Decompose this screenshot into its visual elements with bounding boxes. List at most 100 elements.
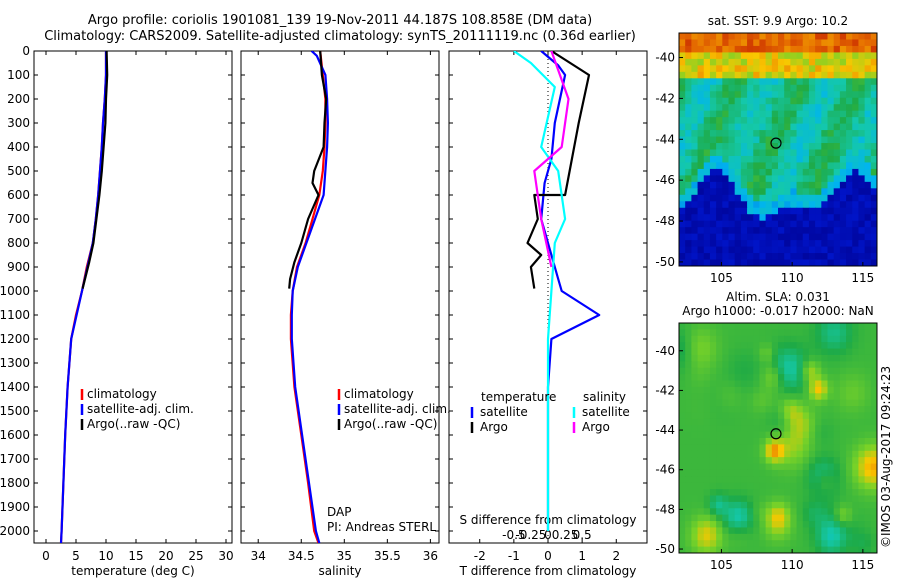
map-cell: [734, 540, 742, 548]
map-cell: [703, 412, 711, 420]
map-cell: [852, 457, 860, 465]
map-cell: [839, 227, 847, 235]
map-cell: [821, 482, 829, 490]
map-cell: [753, 259, 761, 266]
map-cell: [709, 117, 717, 125]
map-title: sat. SST: 9.9 Argo: 10.2: [708, 14, 848, 28]
map-cell: [784, 495, 791, 503]
map-cell: [821, 240, 829, 248]
map-cell: [870, 52, 877, 60]
map-cell: [778, 463, 785, 471]
map-cell: [839, 418, 847, 426]
map-cell: [759, 149, 767, 157]
map-cell: [846, 117, 853, 125]
map-cell: [833, 425, 841, 433]
map-cell: [728, 521, 736, 529]
map-cell: [697, 240, 705, 248]
map-cell: [839, 117, 847, 125]
map-cell: [796, 39, 804, 47]
map-cell: [784, 476, 791, 484]
map-cell: [747, 418, 754, 426]
map-cell: [796, 220, 804, 228]
map-cell: [722, 482, 730, 490]
map-cell: [864, 58, 872, 66]
map-cell: [691, 52, 699, 60]
map-cell: [734, 425, 742, 433]
map-cell: [685, 489, 692, 497]
map-cell: [740, 418, 748, 426]
map-cell: [747, 501, 754, 509]
map-cell: [734, 412, 742, 420]
map-cell: [827, 201, 835, 209]
map-cell: [728, 123, 736, 131]
map-cell: [808, 91, 816, 99]
map-cell: [802, 546, 810, 553]
map-cell: [833, 71, 841, 79]
map-cell: [815, 367, 822, 375]
map-cell: [846, 84, 853, 92]
map-cell: [778, 374, 785, 382]
map-cell: [839, 444, 847, 452]
map-cell: [870, 527, 877, 535]
map-cell: [753, 450, 761, 458]
map-cell: [784, 130, 791, 138]
map-cell: [703, 425, 711, 433]
map-cell: [870, 393, 877, 401]
map-cell: [716, 194, 723, 202]
figure-title-line-1: Argo profile: coriolis 1901081_139 19-No…: [87, 13, 593, 28]
map-cell: [839, 220, 847, 228]
y-tick-label: 100: [7, 68, 30, 82]
map-cell: [679, 469, 686, 477]
map-cell: [716, 476, 723, 484]
y-tick-label: 1400: [0, 380, 30, 394]
map-cell: [808, 482, 816, 490]
map-cell: [852, 540, 860, 548]
map-cell: [703, 181, 711, 189]
map-cell: [765, 361, 773, 369]
map-cell: [697, 130, 705, 138]
map-cell: [833, 58, 841, 66]
map-cell: [827, 130, 835, 138]
map-cell: [796, 514, 804, 522]
map-cell: [815, 476, 822, 484]
map-cell: [870, 175, 877, 183]
map-cell: [771, 361, 779, 369]
map-cell: [740, 175, 748, 183]
map-cell: [808, 463, 816, 471]
map-cell: [784, 323, 791, 330]
map-cell: [697, 450, 705, 458]
map-cell: [747, 463, 754, 471]
map-cell: [778, 418, 785, 426]
map-cell: [784, 71, 791, 79]
map-cell: [679, 450, 686, 458]
map-cell: [778, 207, 785, 215]
map-cell: [796, 354, 804, 362]
map-cell: [716, 438, 723, 445]
map-cell: [784, 188, 791, 196]
map-cell: [740, 329, 748, 337]
map-cell: [858, 386, 866, 394]
map-cell: [747, 78, 754, 86]
map-cell: [771, 194, 779, 202]
map-cell: [778, 52, 785, 60]
map-cell: [740, 149, 748, 157]
map-cell: [722, 412, 730, 420]
map-cell: [778, 469, 785, 477]
map-cell: [759, 489, 767, 497]
map-cell: [679, 335, 686, 343]
map-cell: [765, 476, 773, 484]
map-cell: [722, 84, 730, 92]
map-cell: [815, 58, 822, 66]
map-cell: [697, 143, 705, 151]
map-cell: [778, 136, 785, 144]
map-cell: [821, 342, 829, 350]
map-cell: [802, 386, 810, 394]
map-cell: [864, 220, 872, 228]
map-cell: [753, 33, 761, 41]
map-cell: [679, 367, 686, 375]
map-cell: [728, 374, 736, 382]
map-cell: [685, 367, 692, 375]
map-cell: [790, 323, 798, 330]
map-cell: [740, 117, 748, 125]
map-cell: [728, 335, 736, 343]
